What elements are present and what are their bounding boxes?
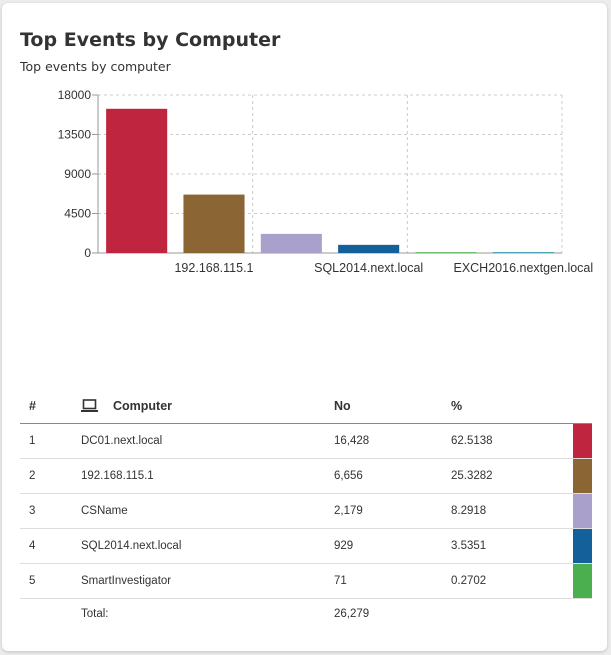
row-computer: SmartInvestigator: [81, 575, 172, 587]
widget-subtitle: Top events by computer: [20, 59, 171, 74]
total-value: 26,279: [334, 608, 370, 620]
table-row[interactable]: 1 DC01.next.local 16,428 62.5138: [20, 424, 592, 459]
table-row[interactable]: 4 SQL2014.next.local 929 3.5351: [20, 529, 592, 564]
header-computer-label: Computer: [113, 399, 173, 413]
table-row[interactable]: 2 192.168.115.1 6,656 25.3282: [20, 459, 592, 494]
row-color-swatch: [573, 459, 592, 493]
y-tick-label: 4500: [64, 207, 91, 221]
x-tick-label: EXCH2016.nextgen.local: [453, 261, 593, 275]
row-num: 2: [29, 470, 36, 482]
y-tick-label: 18000: [58, 88, 92, 102]
row-pct: 8.2918: [451, 505, 487, 517]
laptop-icon: [81, 399, 98, 413]
row-pct: 62.5138: [451, 435, 493, 447]
bar-exch2016-nextgen-local: [492, 252, 554, 253]
row-color-swatch: [573, 424, 592, 458]
row-color-swatch: [573, 494, 592, 528]
row-no: 6,656: [334, 470, 363, 482]
row-color-swatch: [573, 564, 592, 598]
bar-dc01-next-local: [106, 108, 168, 253]
row-computer: DC01.next.local: [81, 435, 163, 447]
row-pct: 25.3282: [451, 470, 493, 482]
header-num: #: [29, 399, 36, 413]
row-pct: 0.2702: [451, 575, 487, 587]
table-row[interactable]: 5 SmartInvestigator 71 0.2702: [20, 564, 592, 599]
header-computer[interactable]: Computer: [81, 399, 172, 413]
row-no: 2,179: [334, 505, 363, 517]
y-tick-label: 0: [84, 246, 91, 260]
table-row[interactable]: 3 CSName 2,179 8.2918: [20, 494, 592, 529]
header-no[interactable]: No: [334, 399, 351, 413]
bar-csname: [260, 233, 322, 253]
bar-chart: 18000 13500 9000 4500 0 192.168.115.1 SQL2014.…: [58, 88, 594, 275]
x-tick-label: 192.168.115.1: [174, 261, 253, 275]
row-no: 16,428: [334, 435, 370, 447]
bar-sql2014-next-local: [338, 244, 400, 253]
row-computer: SQL2014.next.local: [81, 540, 182, 552]
row-computer: CSName: [81, 505, 128, 517]
row-computer: 192.168.115.1: [81, 470, 154, 482]
bar-smartinvestigator: [415, 252, 477, 253]
table-total-row: Total: 26,279: [20, 599, 592, 631]
y-tick-label: 9000: [64, 167, 91, 181]
row-num: 1: [29, 435, 36, 447]
x-tick-label: SQL2014.next.local: [314, 261, 423, 275]
table-header: # Computer No %: [20, 389, 592, 424]
events-table: # Computer No % 1 DC01.next.local 16,428 62…: [20, 389, 592, 631]
row-no: 929: [334, 540, 354, 552]
bar-192-168-115-1: [183, 194, 245, 253]
total-label: Total:: [81, 608, 109, 620]
row-num: 5: [29, 575, 36, 587]
row-num: 4: [29, 540, 36, 552]
widget-card: Top Events by Computer Top events by com…: [2, 3, 607, 651]
widget-title: Top Events by Computer: [20, 29, 281, 51]
row-no: 71: [334, 575, 347, 587]
row-pct: 3.5351: [451, 540, 487, 552]
row-color-swatch: [573, 529, 592, 563]
row-num: 3: [29, 505, 36, 517]
header-pct[interactable]: %: [451, 399, 463, 413]
y-tick-label: 13500: [58, 128, 92, 142]
